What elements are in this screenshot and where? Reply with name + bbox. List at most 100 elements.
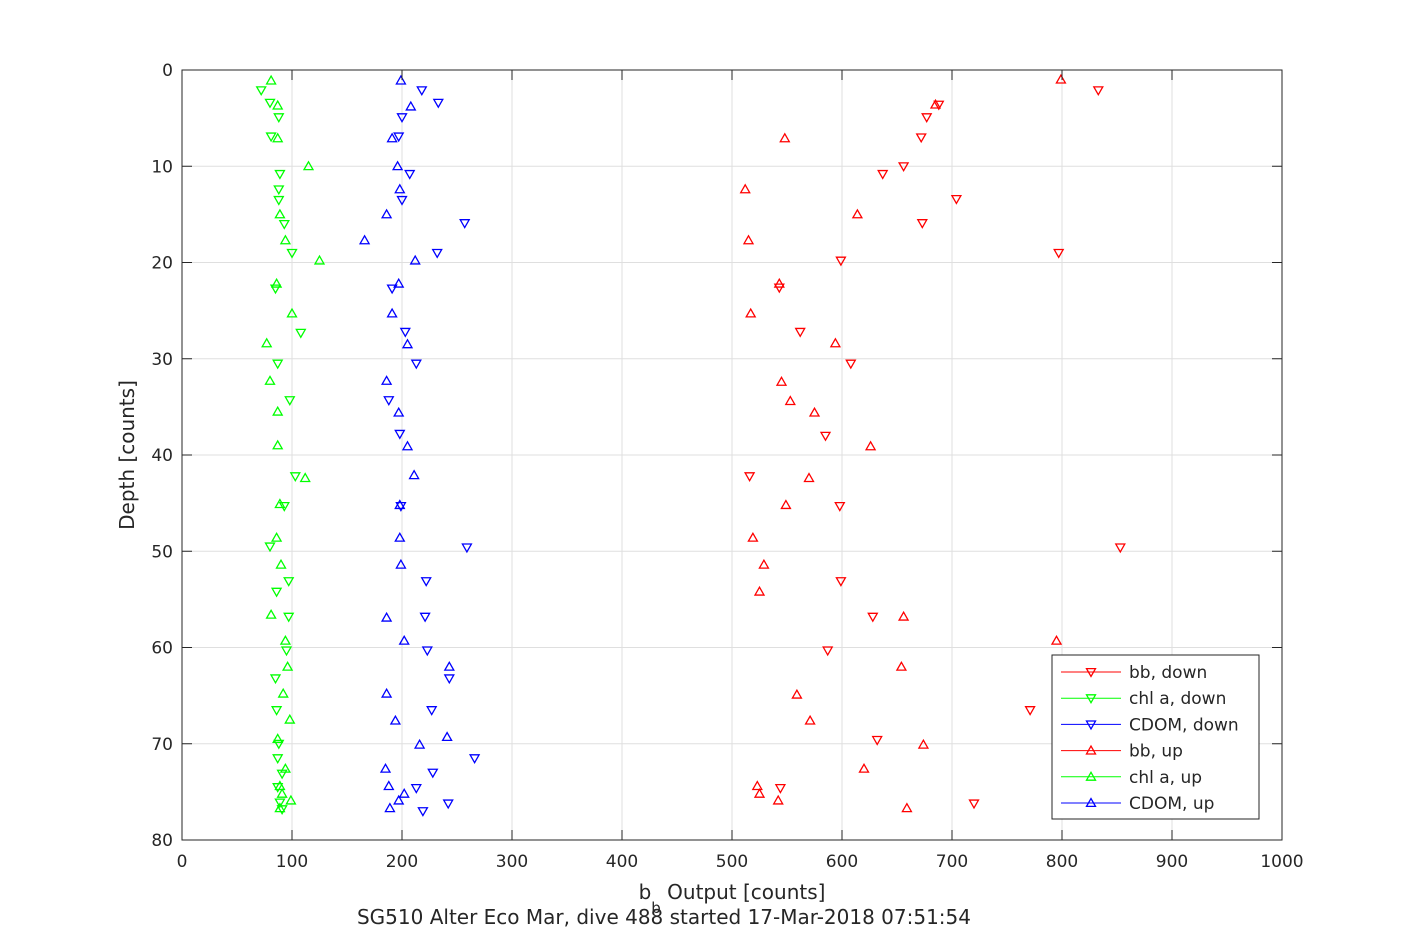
data-point-chl-a-up — [274, 498, 286, 509]
data-point-cdom-up — [413, 738, 426, 749]
data-point-chl-a-down — [273, 113, 285, 123]
data-point-cdom-up — [443, 660, 455, 671]
data-point-cdom-down — [399, 327, 411, 338]
series-bb-down — [743, 86, 1126, 810]
data-point-cdom-up — [394, 531, 406, 542]
data-point-cdom-up — [389, 714, 402, 725]
data-point-chl-a-up — [272, 439, 284, 450]
data-point-bb-down — [915, 133, 927, 144]
data-point-bb-up — [1050, 634, 1063, 645]
y-tick-label: 20 — [151, 254, 173, 274]
data-point-cdom-up — [358, 234, 371, 245]
data-point-cdom-up — [394, 183, 406, 194]
data-point-cdom-up — [441, 731, 453, 742]
data-point-cdom-down — [459, 219, 471, 229]
data-point-chl-a-down — [270, 706, 283, 716]
data-point-bb-down — [835, 577, 847, 587]
data-point-bb-up — [758, 558, 770, 569]
x-axis-label: bb Output [counts] — [639, 880, 826, 917]
data-point-cdom-up — [393, 277, 405, 288]
data-point-cdom-down — [442, 799, 454, 810]
data-point-bb-up — [858, 762, 870, 773]
data-point-chl-a-up — [279, 762, 292, 773]
data-point-cdom-down — [427, 768, 439, 779]
data-point-bb-down — [867, 612, 879, 623]
x-axis-ticks: 0 100 200 300 400 500 600 700 800 900 1000 — [177, 70, 1304, 872]
data-point-bb-up — [895, 660, 908, 671]
data-point-bb-down — [1114, 543, 1126, 554]
x-tick-label: 600 — [826, 852, 858, 872]
data-point-chl-a-up — [302, 160, 315, 171]
data-point-bb-up — [745, 307, 757, 318]
data-point-cdom-down — [394, 429, 406, 440]
data-point-chl-a-up — [272, 99, 284, 110]
data-point-bb-down — [1024, 706, 1036, 716]
data-point-bb-down — [845, 359, 857, 370]
x-axis-label-subscript: b — [651, 899, 661, 917]
data-point-bb-down — [743, 472, 756, 482]
legend-label-chl-a-up: chl a, up — [1129, 768, 1202, 788]
y-tick-label: 70 — [151, 735, 173, 755]
data-point-cdom-down — [432, 98, 444, 109]
legend-box — [1051, 654, 1260, 820]
data-point-bb-up — [784, 395, 796, 406]
data-point-bb-down — [835, 256, 847, 267]
data-point-chl-a-down — [273, 739, 285, 750]
data-point-chl-a-up — [261, 337, 273, 348]
data-point-chl-a-up — [279, 634, 292, 645]
data-point-bb-down — [819, 431, 832, 442]
legend-label-bb-down: bb, down — [1129, 663, 1207, 683]
data-point-cdom-up — [391, 160, 404, 171]
data-point-cdom-down — [416, 86, 428, 97]
y-tick-label: 0 — [162, 61, 173, 81]
data-point-chl-a-up — [274, 802, 286, 813]
data-point-cdom-down — [461, 543, 473, 554]
data-point-cdom-up — [398, 634, 410, 645]
legend-label-chl-a-down: chl a, down — [1129, 689, 1226, 709]
y-tick-label: 40 — [151, 446, 173, 466]
data-point-cdom-down — [396, 113, 408, 123]
data-point-bb-up — [751, 780, 763, 791]
data-point-bb-up — [803, 472, 815, 483]
data-point-bb-down — [950, 194, 963, 205]
legend-marker-chl-a-up — [1085, 770, 1097, 781]
data-point-chl-a-up — [279, 234, 292, 245]
x-tick-label: 800 — [1046, 852, 1078, 872]
data-point-bb-down — [877, 169, 889, 180]
data-markers — [255, 73, 1126, 817]
data-point-chl-a-up — [284, 713, 296, 724]
data-point-chl-a-up — [281, 660, 294, 671]
data-point-cdom-up — [408, 469, 420, 480]
data-point-cdom-up — [393, 406, 405, 417]
data-point-bb-up — [917, 738, 930, 749]
data-point-chl-a-up — [265, 74, 277, 85]
data-point-cdom-down — [421, 646, 433, 657]
data-point-bb-down — [834, 501, 846, 512]
data-point-chl-a-down — [264, 98, 276, 109]
x-axis-label-prefix: b — [639, 880, 652, 904]
data-point-chl-a-down — [283, 612, 295, 623]
data-point-chl-a-up — [270, 277, 283, 288]
data-point-chl-a-down — [270, 587, 283, 598]
data-point-bb-down — [774, 784, 787, 794]
data-point-chl-a-up — [264, 375, 276, 385]
data-point-cdom-down — [396, 195, 408, 206]
data-point-chl-a-up — [270, 531, 283, 542]
data-point-chl-a-up — [299, 472, 311, 483]
data-point-bb-up — [791, 688, 803, 699]
data-point-chl-a-down — [264, 542, 276, 553]
y-tick-label: 80 — [151, 831, 173, 851]
data-point-chl-a-down — [272, 783, 284, 793]
data-point-chl-a-up — [286, 307, 298, 318]
x-tick-label: 900 — [1156, 852, 1188, 872]
data-point-bb-up — [739, 183, 751, 194]
x-tick-label: 200 — [386, 852, 418, 872]
y-axis-label: Depth [counts] — [115, 380, 139, 530]
data-point-cdom-up — [380, 611, 393, 622]
x-tick-label: 1000 — [1260, 852, 1303, 872]
x-tick-label: 700 — [936, 852, 968, 872]
legend-label-cdom-up: CDOM, up — [1129, 794, 1214, 814]
x-tick-label: 300 — [496, 852, 528, 872]
data-point-cdom-down — [410, 359, 422, 370]
data-point-chl-a-up — [313, 254, 326, 265]
